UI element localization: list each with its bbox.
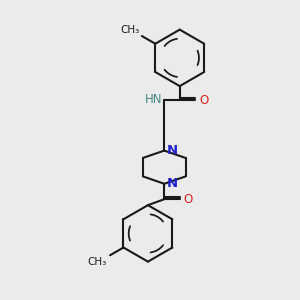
Text: HN: HN bbox=[144, 93, 162, 106]
Text: O: O bbox=[199, 94, 208, 107]
Text: O: O bbox=[184, 193, 193, 206]
Text: CH₃: CH₃ bbox=[120, 25, 140, 34]
Text: N: N bbox=[167, 177, 178, 190]
Text: N: N bbox=[167, 144, 178, 157]
Text: CH₃: CH₃ bbox=[88, 257, 107, 267]
